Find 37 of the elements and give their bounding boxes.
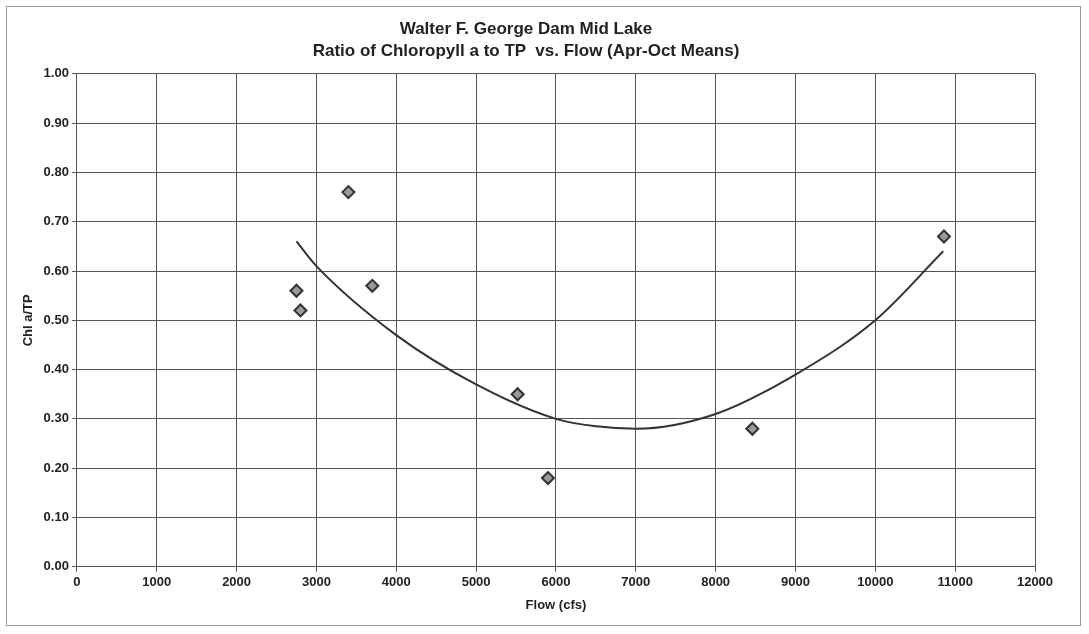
y-tick-label: 1.00 — [43, 65, 69, 81]
y-tick-label: 0.00 — [43, 558, 69, 574]
x-tick-label: 3000 — [301, 574, 331, 590]
y-axis-title: Chl a/TP — [20, 293, 36, 347]
x-tick-label: 6000 — [541, 574, 571, 590]
x-tick-label: 0 — [73, 574, 81, 590]
point — [936, 229, 951, 244]
point — [540, 471, 555, 486]
x-tick-label: 11000 — [937, 574, 973, 590]
y-tick-label: 0.90 — [43, 114, 69, 130]
y-tick-label: 0.40 — [43, 361, 69, 377]
point — [745, 421, 760, 436]
x-tick-label: 4000 — [381, 574, 411, 590]
x-tick-label: 9000 — [781, 574, 810, 590]
y-tick-label: 0.10 — [43, 509, 69, 525]
x-tick-label: 1000 — [142, 574, 172, 590]
x-tick-label: 2000 — [222, 574, 252, 590]
point — [510, 387, 525, 402]
chart-title: Walter F. George Dam Mid Lake — [399, 18, 653, 38]
point — [289, 283, 304, 298]
x-tick-label: 8000 — [701, 574, 731, 590]
line-series — [295, 240, 945, 430]
y-tick-label: 0.20 — [43, 459, 69, 475]
point — [293, 303, 308, 318]
y-tick-label: 0.50 — [43, 311, 69, 327]
y-tick-label: 0.70 — [43, 213, 69, 229]
x-tick-label: 10000 — [857, 574, 894, 590]
x-tick-label: 5000 — [461, 574, 491, 590]
x-axis-title: Flow (cfs) — [525, 596, 587, 612]
chart-subtitle: Ratio of Chloropyll a to TP vs. Flow (Apr-Oct Means) — [312, 41, 740, 61]
y-tick-label: 0.80 — [43, 163, 69, 179]
y-tick-label: 0.30 — [43, 410, 69, 426]
x-tick-label: 7000 — [621, 574, 651, 590]
x-tick-label: 12000 — [1016, 574, 1054, 590]
point — [365, 278, 380, 293]
y-tick-label: 0.60 — [43, 262, 69, 278]
point — [341, 185, 356, 200]
